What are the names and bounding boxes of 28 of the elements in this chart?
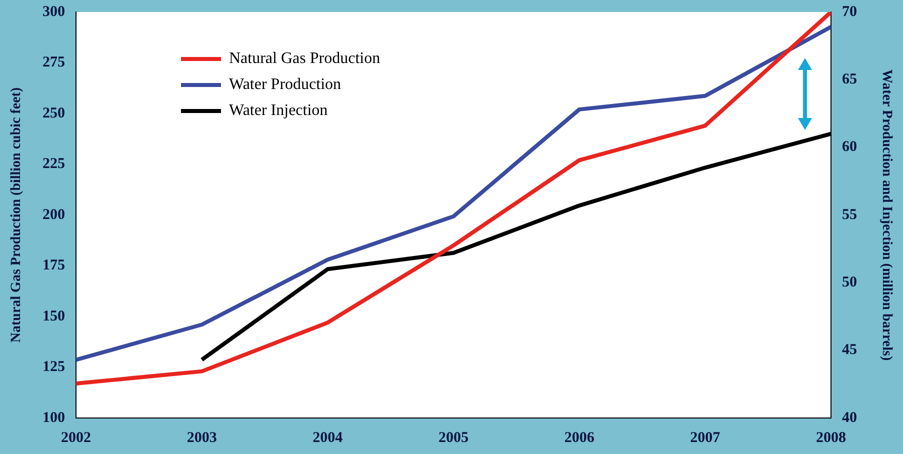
y-tick-label: 100 [42,410,65,426]
legend-label: Water Production [229,76,342,94]
x-tick-label: 2002 [61,430,91,446]
legend-label: Water Injection [229,102,328,120]
y2-tick-label: 40 [842,410,857,426]
legend-label: Natural Gas Production [229,50,380,68]
y-tick-label: 200 [42,206,65,223]
y-tick-label: 175 [42,258,65,274]
y-tick-label: 150 [42,308,65,324]
x-tick-label: 2006 [564,430,595,446]
y2-tick-label: 70 [842,4,857,20]
x-tick-label: 2008 [816,430,846,446]
y2-tick-label: 65 [842,72,857,88]
y2-tick-label: 60 [842,139,857,156]
x-tick-label: 2007 [690,430,721,446]
y-tick-label: 275 [42,54,65,71]
y-tick-label: 250 [42,105,65,122]
y2-tick-label: 45 [842,342,857,358]
x-tick-label: 2003 [186,430,217,446]
y-tick-label: 300 [42,4,65,20]
y-tick-label: 225 [42,156,65,172]
y2-tick-label: 55 [842,206,857,223]
x-tick-label: 2005 [438,430,468,446]
y2-axis-title: Water Production and Injection (million barrels) [878,69,894,361]
y2-tick-label: 50 [842,274,857,291]
y-axis-title: Natural Gas Production (billion cubic feet) [9,87,24,343]
y-tick-label: 125 [42,359,65,376]
x-tick-label: 2004 [312,430,344,446]
